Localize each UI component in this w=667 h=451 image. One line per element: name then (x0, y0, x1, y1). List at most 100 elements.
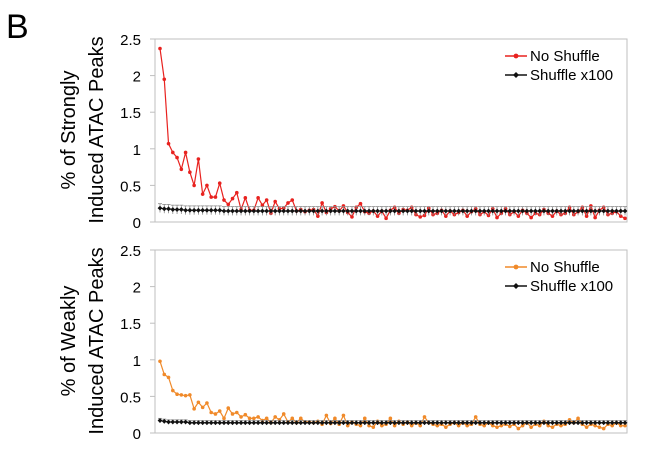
data-point-shuffle-x100 (200, 207, 206, 213)
data-point-shuffle-x100 (597, 420, 602, 426)
data-point-shuffle-x100 (264, 208, 270, 214)
data-point-shuffle-x100 (575, 208, 581, 214)
data-point-shuffle-x100 (490, 208, 496, 214)
data-point-shuffle-x100 (183, 419, 188, 425)
data-point-shuffle-x100 (370, 208, 376, 214)
data-point-shuffle-x100 (554, 420, 560, 426)
data-point-shuffle-x100 (379, 208, 385, 214)
data-point-shuffle-x100 (221, 420, 227, 426)
data-point-shuffle-x100 (567, 208, 572, 214)
data-point-shuffle-x100 (298, 208, 304, 214)
data-point-shuffle-x100 (195, 420, 201, 426)
data-point-shuffle-x100 (579, 420, 585, 426)
data-point-shuffle-x100 (528, 420, 534, 426)
data-point-shuffle-x100 (520, 420, 526, 426)
data-point-shuffle-x100 (383, 420, 389, 426)
data-point-shuffle-x100 (315, 208, 321, 214)
data-point-shuffle-x100 (469, 420, 474, 426)
data-point-no-shuffle (623, 216, 627, 221)
data-point-no-shuffle (495, 215, 499, 220)
data-point-shuffle-x100 (289, 208, 295, 214)
data-point-no-shuffle (320, 201, 324, 205)
data-point-shuffle-x100 (473, 208, 479, 214)
data-point-shuffle-x100 (345, 420, 351, 426)
data-point-shuffle-x100 (157, 418, 163, 423)
data-point-no-shuffle (444, 425, 448, 429)
data-point-shuffle-x100 (447, 208, 453, 214)
data-point-shuffle-x100 (311, 420, 316, 426)
data-point-no-shuffle (418, 215, 423, 219)
data-point-shuffle-x100 (191, 207, 197, 213)
data-point-no-shuffle (239, 415, 243, 419)
data-point-shuffle-x100 (537, 420, 543, 426)
data-point-no-shuffle (290, 198, 295, 202)
data-point-shuffle-x100 (464, 420, 470, 426)
data-point-shuffle-x100 (349, 420, 355, 426)
data-point-no-shuffle (158, 46, 162, 51)
data-point-shuffle-x100 (349, 208, 355, 214)
series-line-no-shuffle (159, 361, 625, 430)
data-point-no-shuffle (192, 183, 196, 188)
legend-label: Shuffle x100 (530, 278, 613, 295)
legend-swatch-marker (513, 283, 519, 289)
data-point-shuffle-x100 (618, 420, 624, 426)
data-point-no-shuffle (350, 215, 354, 219)
data-point-no-shuffle (345, 423, 350, 428)
data-point-no-shuffle (516, 214, 521, 218)
data-point-shuffle-x100 (592, 420, 598, 426)
data-point-shuffle-x100 (311, 208, 316, 214)
data-point-no-shuffle (192, 407, 196, 411)
data-point-no-shuffle (465, 423, 469, 428)
data-point-shuffle-x100 (571, 208, 577, 214)
data-point-shuffle-x100 (213, 207, 218, 213)
data-point-no-shuffle (435, 423, 440, 428)
data-point-shuffle-x100 (298, 420, 304, 426)
y-tick-label: 0 (133, 215, 141, 232)
data-point-no-shuffle (196, 157, 201, 161)
data-point-no-shuffle (333, 416, 337, 421)
data-point-no-shuffle (371, 425, 376, 429)
data-point-no-shuffle (166, 375, 171, 380)
data-point-shuffle-x100 (277, 420, 282, 426)
data-point-no-shuffle (213, 195, 218, 199)
data-point-shuffle-x100 (571, 420, 577, 426)
data-point-shuffle-x100 (609, 208, 615, 214)
data-point-shuffle-x100 (592, 208, 598, 214)
data-point-no-shuffle (188, 393, 192, 397)
data-point-no-shuffle (388, 416, 393, 421)
legend-swatch-marker (513, 264, 519, 270)
data-point-shuffle-x100 (515, 420, 521, 426)
data-point-shuffle-x100 (558, 208, 564, 214)
data-point-no-shuffle (576, 416, 580, 421)
data-point-no-shuffle (550, 214, 555, 218)
data-point-shuffle-x100 (409, 420, 415, 426)
data-point-shuffle-x100 (255, 208, 261, 214)
data-point-shuffle-x100 (439, 208, 444, 214)
data-point-shuffle-x100 (379, 420, 385, 426)
data-point-no-shuffle (183, 393, 188, 398)
y-tick-label: 2 (133, 280, 141, 297)
data-point-shuffle-x100 (545, 420, 551, 426)
y-tick-label: 0.5 (120, 389, 141, 406)
data-point-no-shuffle (601, 426, 606, 431)
data-point-shuffle-x100 (170, 207, 176, 212)
data-point-no-shuffle (256, 196, 260, 200)
data-point-shuffle-x100 (366, 420, 372, 426)
data-point-shuffle-x100 (481, 420, 487, 426)
data-point-shuffle-x100 (443, 208, 449, 214)
data-point-no-shuffle (490, 423, 495, 428)
data-point-no-shuffle (380, 423, 384, 428)
data-point-shuffle-x100 (362, 420, 368, 426)
data-point-no-shuffle (286, 201, 290, 205)
data-point-shuffle-x100 (332, 208, 338, 214)
data-point-no-shuffle (499, 423, 504, 428)
data-point-shuffle-x100 (588, 208, 594, 214)
data-point-shuffle-x100 (315, 420, 321, 426)
data-point-no-shuffle (243, 412, 248, 417)
data-point-shuffle-x100 (251, 420, 257, 426)
data-point-shuffle-x100 (204, 420, 210, 426)
data-point-no-shuffle (196, 400, 201, 405)
data-point-shuffle-x100 (456, 420, 462, 426)
data-point-no-shuffle (465, 214, 469, 218)
